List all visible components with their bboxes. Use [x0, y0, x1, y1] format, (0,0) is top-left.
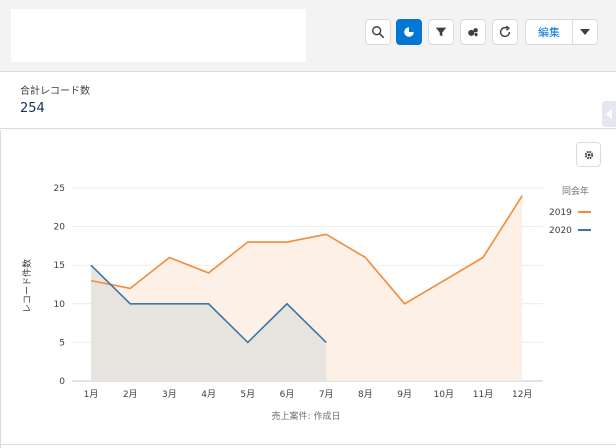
summary-value: 254	[20, 101, 45, 116]
y-axis-ticks: 0 5 10 15 20 25	[54, 184, 66, 387]
report-header: 編集	[0, 0, 616, 72]
x-tick-label: 7月	[319, 389, 334, 400]
y-tick-label: 20	[54, 223, 66, 233]
x-axis-ticks: 1月 2月 3月 4月 5月 6月 7月 8月 9月 10月 11月 12月	[84, 389, 533, 400]
x-tick-label: 6月	[280, 389, 295, 400]
x-tick-label: 3月	[162, 389, 177, 400]
chart-lines	[90, 195, 523, 344]
filter-icon	[435, 27, 447, 37]
filter-button[interactable]	[428, 19, 454, 45]
chart-toggle-button[interactable]	[396, 19, 422, 45]
series-area-2020	[91, 265, 327, 381]
search-button[interactable]	[365, 19, 391, 45]
legend-title: 同会年	[562, 185, 589, 197]
refresh-icon	[499, 25, 511, 38]
summary-label: 合計レコード数	[20, 86, 90, 97]
chart-areas	[91, 195, 523, 381]
panel-bottom-border	[0, 444, 616, 445]
legend-label-2019: 2019	[549, 208, 572, 218]
bubbles-button[interactable]	[460, 19, 486, 45]
x-tick-label: 10月	[434, 389, 454, 400]
y-tick-label: 0	[59, 377, 65, 387]
x-tick-label: 4月	[201, 389, 216, 400]
y-axis-label: レコード件数	[21, 259, 33, 313]
chevron-left-icon	[606, 109, 612, 119]
x-tick-label: 11月	[473, 389, 493, 400]
edit-button[interactable]: 編集	[526, 20, 573, 44]
chevron-down-icon	[580, 29, 590, 35]
x-tick-label: 9月	[397, 389, 412, 400]
y-tick-label: 5	[59, 338, 65, 348]
side-panel-toggle[interactable]	[602, 101, 616, 127]
x-axis-label: 売上案件: 作成日	[272, 410, 341, 422]
edit-button-group: 編集	[525, 19, 598, 45]
refresh-button[interactable]	[492, 19, 518, 45]
x-tick-label: 12月	[512, 389, 532, 400]
y-tick-label: 25	[54, 184, 65, 194]
series-line-2019	[90, 195, 523, 305]
series-line-2020	[90, 264, 327, 344]
x-tick-label: 5月	[240, 389, 255, 400]
chart-icon	[404, 27, 414, 37]
legend-label-2020: 2020	[549, 226, 572, 236]
summary-panel: 合計レコード数 254	[0, 72, 616, 129]
edit-dropdown-button[interactable]	[573, 20, 597, 44]
y-tick-label: 15	[54, 261, 65, 271]
x-tick-label: 2月	[123, 389, 138, 400]
search-icon	[372, 26, 385, 39]
bubbles-icon	[468, 28, 478, 37]
report-title-box	[11, 9, 306, 62]
y-tick-label: 10	[54, 300, 66, 310]
x-tick-label: 1月	[84, 389, 99, 400]
gear-icon	[584, 150, 593, 159]
chart-settings-button[interactable]	[576, 142, 601, 167]
x-tick-label: 8月	[358, 389, 373, 400]
chart-legend: 2019 2020	[549, 208, 591, 236]
